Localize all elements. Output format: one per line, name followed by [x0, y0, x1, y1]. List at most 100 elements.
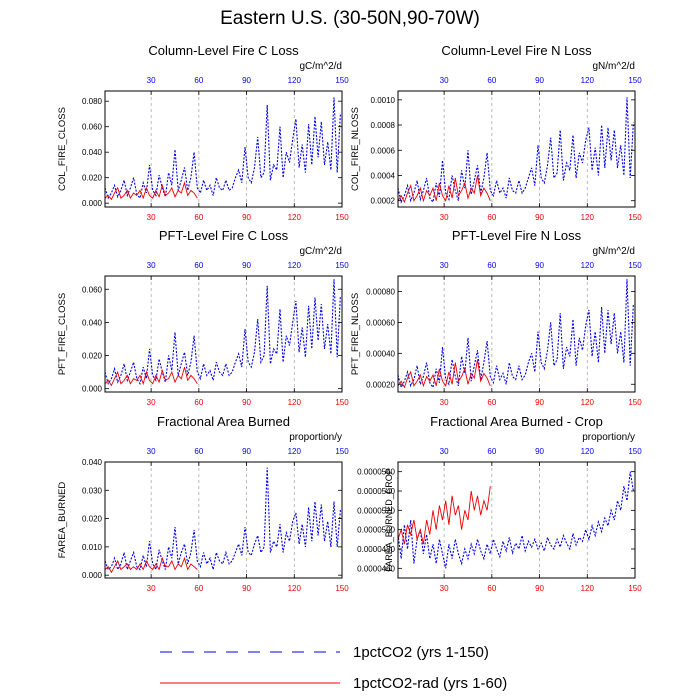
x-tick-label-bottom: 30 [147, 398, 156, 407]
y-tick-label: 0.0006 [371, 146, 396, 155]
x-tick-label-bottom: 120 [288, 584, 302, 593]
series-line-1pctco2 [398, 97, 634, 204]
x-tick-label-top: 90 [242, 261, 251, 270]
x-tick-label-top: 90 [535, 76, 544, 85]
x-tick-label-bottom: 120 [581, 213, 595, 222]
x-tick-label-bottom: 150 [628, 584, 642, 593]
y-axis-label: PFT_FIRE_CLOSS [57, 293, 68, 375]
x-tick-label-top: 90 [535, 261, 544, 270]
plot-frame [104, 275, 343, 393]
x-tick-label-bottom: 60 [194, 398, 203, 407]
units-label: proportion/y [289, 432, 342, 443]
x-tick-label-bottom: 60 [194, 213, 203, 222]
chart-panels: Column-Level Fire C LossgC/m^2/d0.0000.0… [57, 43, 642, 593]
x-tick-label-top: 60 [194, 76, 203, 85]
series-line-1pctco2 [398, 471, 634, 569]
x-tick-label-top: 150 [628, 76, 642, 85]
y-tick-label: 0.0000520 [357, 506, 395, 515]
y-tick-label: 0.060 [82, 123, 103, 132]
y-tick-label: 0.00040 [366, 349, 395, 358]
x-tick-label-top: 90 [535, 447, 544, 456]
y-tick-label: 0.040 [82, 458, 103, 467]
x-tick-label-top: 120 [581, 447, 595, 456]
x-tick-label-bottom: 150 [335, 584, 349, 593]
panel-title: Column-Level Fire N Loss [441, 43, 592, 58]
x-tick-label-bottom: 30 [147, 213, 156, 222]
y-tick-label: 0.0000540 [357, 487, 395, 496]
x-tick-label-bottom: 90 [535, 584, 544, 593]
series-line-1pctco2 [398, 279, 634, 389]
series-line-1pctco2-rad [105, 556, 198, 574]
x-tick-label-bottom: 120 [581, 584, 595, 593]
units-label: proportion/y [582, 432, 635, 443]
y-tick-label: 0.040 [82, 148, 103, 157]
units-label: gC/m^2/d [300, 61, 343, 72]
x-tick-label-bottom: 60 [487, 398, 496, 407]
x-tick-label-top: 120 [288, 261, 302, 270]
x-tick-label-bottom: 150 [628, 398, 642, 407]
y-tick-label: 0.080 [82, 97, 103, 106]
y-tick-label: 0.0002 [371, 197, 396, 206]
x-tick-label-top: 120 [288, 76, 302, 85]
plot-frame [397, 275, 636, 393]
units-label: gC/m^2/d [300, 246, 343, 257]
x-tick-label-bottom: 150 [335, 398, 349, 407]
series-line-1pctco2 [105, 279, 341, 386]
x-tick-label-top: 30 [147, 447, 156, 456]
series-line-1pctco2 [105, 97, 341, 200]
x-tick-label-top: 150 [335, 447, 349, 456]
y-axis-label: FAREA_BURNED [57, 482, 68, 559]
x-tick-label-bottom: 60 [487, 584, 496, 593]
panel-title: PFT-Level Fire C Loss [159, 228, 289, 243]
y-tick-label: 0.020 [82, 352, 103, 361]
x-tick-label-bottom: 120 [581, 398, 595, 407]
series-line-1pctco2-rad [398, 175, 491, 204]
panel-title: Fractional Area Burned - Crop [430, 414, 603, 429]
x-tick-label-top: 150 [628, 261, 642, 270]
series-line-1pctco2-rad [105, 366, 198, 387]
x-tick-label-top: 120 [288, 447, 302, 456]
x-tick-label-bottom: 120 [288, 213, 302, 222]
x-tick-label-top: 120 [581, 261, 595, 270]
x-tick-label-top: 150 [628, 447, 642, 456]
series-line-1pctco2-rad [105, 181, 198, 201]
figure-title: Eastern U.S. (30-50N,90-70W) [220, 8, 480, 29]
x-tick-label-top: 30 [147, 261, 156, 270]
y-tick-label: 0.0000560 [357, 468, 395, 477]
chart-panel-4: PFT-Level Fire N Loss gN/m^2/d 0.00020 0.00… [350, 228, 642, 407]
y-tick-label: 0.010 [82, 543, 103, 552]
x-tick-label-bottom: 120 [288, 398, 302, 407]
x-tick-label-bottom: 60 [487, 213, 496, 222]
x-tick-label-top: 150 [335, 261, 349, 270]
plot-frame [104, 461, 343, 579]
y-tick-label: 0.060 [82, 285, 103, 294]
chart-panel-3: PFT-Level Fire C Loss gC/m^2/d 0.000 0.020 0… [57, 228, 349, 407]
y-tick-label: 0.040 [82, 318, 103, 327]
x-tick-label-top: 60 [194, 261, 203, 270]
x-tick-label-bottom: 30 [440, 584, 449, 593]
x-tick-label-top: 30 [440, 447, 449, 456]
y-tick-label: 0.030 [82, 486, 103, 495]
plot-frame [397, 90, 636, 208]
y-tick-label: 0.0000480 [357, 545, 395, 554]
y-tick-label: 0.0008 [371, 121, 396, 130]
x-tick-label-top: 30 [440, 261, 449, 270]
x-tick-label-top: 30 [147, 76, 156, 85]
y-tick-label: 0.0004 [371, 171, 396, 180]
y-tick-label: 0.00060 [366, 318, 395, 327]
y-tick-label: 0.00080 [366, 287, 395, 296]
x-tick-label-bottom: 90 [242, 213, 251, 222]
x-tick-label-bottom: 60 [194, 584, 203, 593]
series-line-1pctco2 [105, 467, 341, 572]
x-tick-label-top: 90 [242, 447, 251, 456]
x-tick-label-bottom: 90 [242, 398, 251, 407]
x-tick-label-bottom: 90 [242, 584, 251, 593]
y-tick-label: 0.0000460 [357, 564, 395, 573]
x-tick-label-top: 150 [335, 76, 349, 85]
plot-frame [104, 90, 343, 208]
y-tick-label: 0.000 [82, 571, 103, 580]
x-tick-label-bottom: 30 [147, 584, 156, 593]
y-axis-label: FAREA_BURNED_CROP [384, 468, 394, 572]
